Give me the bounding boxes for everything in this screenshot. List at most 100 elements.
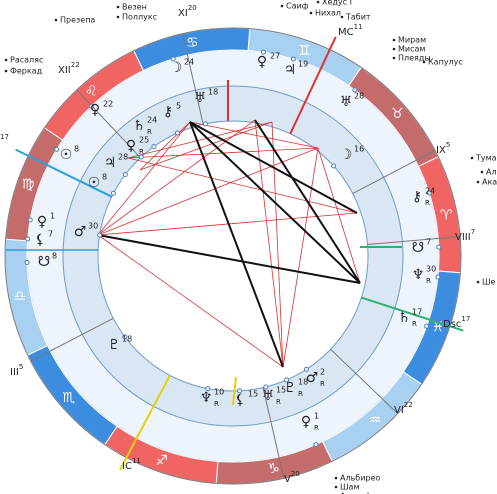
planet-degree: 8 (74, 145, 79, 154)
star-name: Ака (482, 178, 497, 187)
star-name: Плеяды (398, 54, 431, 63)
planet-retro: R (426, 277, 431, 285)
planet-dot (426, 190, 432, 196)
star-name: Феркад (10, 67, 43, 76)
planet-glyph: ♆ (200, 390, 213, 406)
planet-degree: 22 (103, 100, 113, 109)
planet-dot (97, 232, 103, 238)
house-name: V (284, 474, 291, 485)
house-cusp (330, 348, 399, 414)
star-marker (392, 38, 396, 42)
aspect-line (127, 121, 273, 159)
planet-glyph: ♄ (133, 118, 146, 134)
aspect-line (282, 147, 319, 368)
planet-glyph: ♀ (126, 138, 136, 154)
house-degree: 11 (354, 23, 363, 31)
planet-degree: 7 (426, 238, 431, 247)
star-name: Везен (122, 3, 147, 12)
sign-glyph: ♌ (85, 84, 98, 100)
aspect-line (254, 119, 284, 368)
planet-glyph: ♅ (262, 388, 275, 404)
planet-dot (313, 442, 319, 448)
planet-degree: 18 (208, 88, 218, 97)
planet-glyph: ☉ (60, 147, 73, 163)
star-name: Поллукс (122, 13, 157, 22)
star-marker (309, 11, 313, 15)
planet-glyph: ☉ (88, 175, 101, 191)
star-marker (340, 15, 344, 19)
house-degree: 17 (0, 133, 9, 141)
planet-retro: R (412, 320, 417, 328)
planet-dot (122, 334, 128, 340)
planet-dot (122, 172, 128, 178)
planet-degree: 15 (276, 386, 286, 395)
star-name: Саиф (286, 2, 309, 11)
house-cusp (262, 387, 285, 479)
star-marker (392, 47, 396, 51)
star-marker (54, 18, 58, 22)
house-label: III5 (10, 363, 23, 378)
aspect-line (139, 121, 191, 171)
star-marker (392, 56, 396, 60)
aspect-line (189, 121, 361, 284)
planet-dot (88, 103, 94, 109)
planet-degree: 2 (320, 368, 325, 377)
house-degree: 22 (71, 61, 80, 69)
house-label: IC11 (122, 457, 141, 472)
planet-retro: R (314, 424, 319, 432)
planet-degree: 30 (426, 265, 436, 274)
aspect-line (254, 119, 361, 284)
planet-degree: 24 (425, 187, 435, 196)
planet-degree: 15 (248, 390, 258, 399)
planet-glyph: ♀ (90, 102, 100, 118)
sign-glyph: ♐ (155, 453, 168, 469)
planet-retro: R (425, 199, 430, 207)
planet-dot (205, 386, 211, 392)
aspect-line (189, 121, 284, 368)
planet-degree: 16 (354, 145, 364, 154)
house-name: IX (436, 145, 446, 156)
house-name: VIII (455, 232, 471, 243)
planet-dot (436, 244, 442, 250)
star-name: Расаляс (10, 56, 43, 65)
planet-dot (260, 49, 266, 55)
star-name: Ал (486, 168, 497, 177)
house-name: VI (394, 405, 404, 416)
star-name: Шам (340, 483, 360, 492)
star-name: Альсафи (340, 492, 377, 494)
star-marker (316, 0, 320, 4)
house-label: V20 (284, 470, 300, 485)
house-name: MC (338, 27, 354, 38)
house-degree: 17 (461, 315, 470, 323)
inner-circle (97, 120, 369, 392)
planet-dot (151, 144, 157, 150)
planet-retro: R (139, 148, 144, 156)
planet-dot (24, 260, 30, 266)
planet-glyph: ☋ (412, 240, 424, 256)
house-degree: 5 (446, 141, 450, 149)
house-label: MC11 (338, 23, 363, 38)
planet-dot (138, 154, 144, 160)
aspect-line (97, 121, 191, 236)
planet-dot (424, 323, 430, 329)
planet-degree: 1 (314, 412, 319, 421)
sign-glyph: ♋ (186, 35, 199, 51)
planet-degree: 8 (102, 173, 107, 182)
star-marker (476, 280, 480, 284)
aspect-line (97, 234, 284, 368)
house-degree: 7 (471, 228, 475, 236)
planet-glyph: ☽ (170, 60, 183, 76)
planet-glyph: ⚸ (235, 392, 245, 408)
planet-retro: R (276, 398, 281, 406)
house-name: XII (58, 65, 71, 76)
star-marker (480, 170, 484, 174)
star-marker (334, 485, 338, 489)
sign-glyph: ♒ (369, 412, 382, 428)
planet-dot (27, 217, 33, 223)
house-cusp (76, 89, 141, 159)
planet-dot (303, 366, 309, 372)
planet-dot (352, 87, 358, 93)
star-marker (116, 5, 120, 9)
sign-glyph: ♊ (298, 43, 311, 59)
